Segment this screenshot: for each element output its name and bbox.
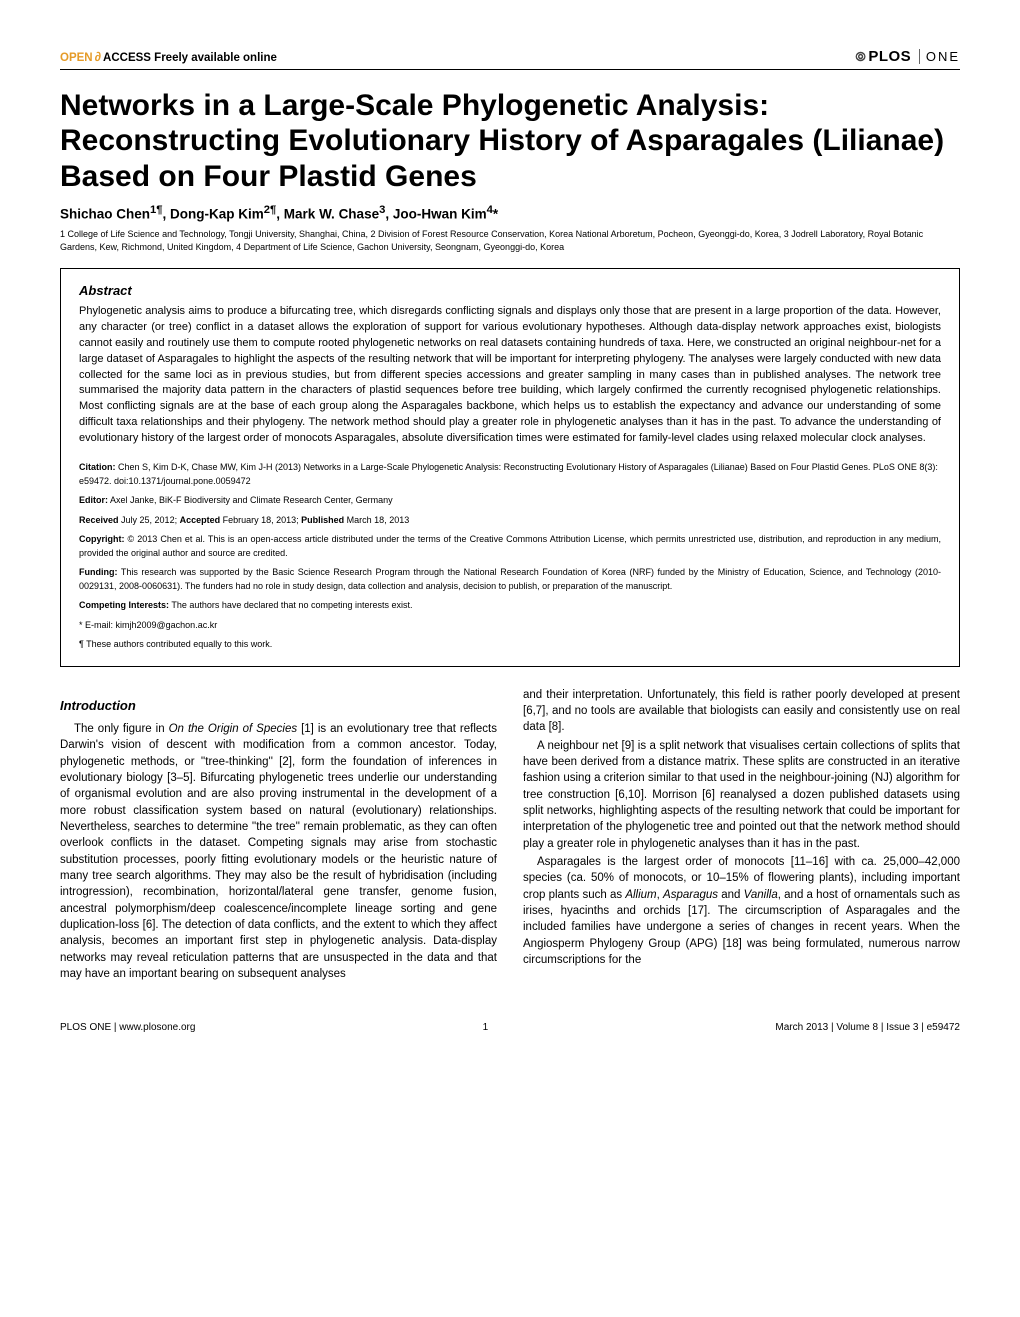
funding-text: This research was supported by the Basic…: [79, 567, 941, 591]
copyright-text: © 2013 Chen et al. This is an open-acces…: [79, 534, 941, 558]
email-line: * E-mail: kimjh2009@gachon.ac.kr: [79, 619, 941, 633]
competing-line: Competing Interests: The authors have de…: [79, 599, 941, 613]
one-text: ONE: [919, 49, 960, 64]
affiliations: 1 College of Life Science and Technology…: [60, 228, 960, 254]
plos-text: PLOS: [868, 48, 911, 65]
dates-line: Received July 25, 2012; Accepted Februar…: [79, 514, 941, 528]
copyright-label: Copyright:: [79, 534, 125, 544]
editor-text: Axel Janke, BiK-F Biodiversity and Clima…: [108, 495, 393, 505]
footer-right: March 2013 | Volume 8 | Issue 3 | e59472: [775, 1022, 960, 1033]
received-text: July 25, 2012;: [119, 515, 180, 525]
competing-text: The authors have declared that no compet…: [169, 600, 412, 610]
p4-em3: Vanilla: [744, 889, 778, 901]
p4-em2: Asparagus: [663, 889, 718, 901]
authors-line: Shichao Chen1¶, Dong-Kap Kim2¶, Mark W. …: [60, 204, 960, 222]
open-access-label: OPEN∂ACCESS Freely available online: [60, 49, 277, 64]
intro-p3: A neighbour net [9] is a split network t…: [523, 738, 960, 852]
p1-italic: On the Origin of Species: [169, 723, 297, 735]
citation-label: Citation:: [79, 462, 116, 472]
copyright-line: Copyright: © 2013 Chen et al. This is an…: [79, 533, 941, 560]
introduction-heading: Introduction: [60, 697, 497, 715]
editor-line: Editor: Axel Janke, BiK-F Biodiversity a…: [79, 494, 941, 508]
plos-globe-icon: ⦾: [855, 49, 866, 64]
published-label: Published: [301, 515, 344, 525]
intro-p2: and their interpretation. Unfortunately,…: [523, 687, 960, 736]
article-title: Networks in a Large-Scale Phylogenetic A…: [60, 88, 960, 194]
funding-line: Funding: This research was supported by …: [79, 566, 941, 593]
abstract-heading: Abstract: [79, 283, 941, 298]
editor-label: Editor:: [79, 495, 108, 505]
freely-available: Freely available online: [154, 52, 277, 64]
published-text: March 18, 2013: [344, 515, 409, 525]
p1a: The only figure in: [74, 723, 169, 735]
citation-text: Chen S, Kim D-K, Chase MW, Kim J-H (2013…: [79, 462, 938, 486]
footer-left: PLOS ONE | www.plosone.org: [60, 1022, 195, 1033]
open-text: OPEN: [60, 52, 93, 64]
top-bar: OPEN∂ACCESS Freely available online ⦾PLO…: [60, 48, 960, 70]
access-text: ACCESS: [103, 52, 151, 64]
lock-open-icon: ∂: [95, 49, 101, 64]
abstract-text: Phylogenetic analysis aims to produce a …: [79, 304, 941, 447]
intro-p4: Asparagales is the largest order of mono…: [523, 854, 960, 968]
page-footer: PLOS ONE | www.plosone.org 1 March 2013 …: [60, 1022, 960, 1033]
p4c: and: [718, 889, 744, 901]
footer-page-number: 1: [483, 1022, 489, 1033]
plos-one-logo: ⦾PLOS ONE: [855, 48, 960, 65]
abstract-box: Abstract Phylogenetic analysis aims to p…: [60, 268, 960, 667]
intro-p1: The only figure in On the Origin of Spec…: [60, 721, 497, 982]
received-label: Received: [79, 515, 119, 525]
citation-line: Citation: Chen S, Kim D-K, Chase MW, Kim…: [79, 461, 941, 488]
p1b: [1] is an evolutionary tree that reflect…: [60, 723, 497, 980]
accepted-text: February 18, 2013;: [220, 515, 301, 525]
equal-contrib-line: ¶ These authors contributed equally to t…: [79, 638, 941, 652]
p4-em1: Allium: [625, 889, 656, 901]
funding-label: Funding:: [79, 567, 117, 577]
body-columns: Introduction The only figure in On the O…: [60, 687, 960, 983]
competing-label: Competing Interests:: [79, 600, 169, 610]
accepted-label: Accepted: [180, 515, 221, 525]
